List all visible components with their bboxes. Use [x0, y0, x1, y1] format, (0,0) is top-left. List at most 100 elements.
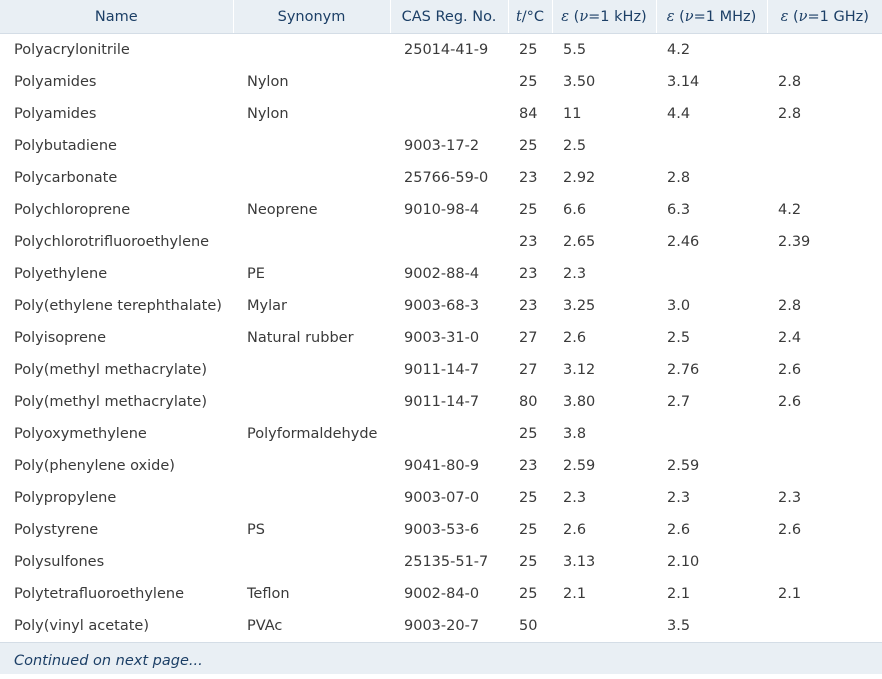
cell-epsilon-1khz: 3.50: [563, 74, 596, 90]
cell-name: Polystyrene: [14, 522, 99, 538]
header-name: Name: [0, 0, 234, 34]
cell-synonym: [233, 386, 390, 418]
cell-name: Poly(vinyl acetate): [0, 610, 233, 643]
cell-name: Poly(methyl methacrylate): [14, 394, 208, 410]
table-row: Polystyrene PS 9003-53-6 25 2.6 2.6 2.6: [0, 514, 882, 546]
cell-synonym: [233, 34, 390, 67]
cell-epsilon-1ghz: [767, 130, 882, 162]
cell-epsilon-1mhz: [656, 258, 767, 290]
cell-temperature: 23: [519, 298, 538, 314]
cell-epsilon-1khz: 11: [563, 106, 582, 122]
cell-epsilon-1ghz: 2.8: [778, 74, 802, 90]
cell-epsilon-1mhz: 4.4: [667, 106, 691, 122]
cell-cas: 9002-84-0: [404, 586, 480, 602]
table-body: Polyacrylonitrile 25014-41-9 25 5.5 4.2 Polya…: [0, 34, 882, 643]
cell-cas: 9003-20-7: [390, 610, 508, 643]
table-row: Polysulfones 25135-51-7 25 3.13 2.10: [0, 546, 882, 578]
cell-temperature: 25: [519, 586, 538, 602]
cell-synonym: [233, 130, 390, 162]
table-row: Poly(methyl methacrylate) 9011-14-7 27 3.12…: [0, 354, 882, 386]
cell-epsilon-1mhz: 2.46: [667, 234, 700, 250]
cell-synonym: Mylar: [247, 298, 287, 314]
cell-synonym: [233, 482, 390, 514]
table-row: Polychlorotrifluoroethylene 23 2.65 2.46 2.3…: [0, 226, 882, 258]
cell-epsilon-1ghz: [767, 34, 882, 67]
cell-epsilon-1khz: 3.12: [563, 362, 596, 378]
table-row: Polyamides Nylon 84 11 4.4 2.8: [0, 98, 882, 130]
header-row: Name Synonym CAS Reg. No. t/°C ε (ν=1 kH…: [0, 0, 882, 34]
cell-epsilon-1mhz: 2.6: [667, 522, 691, 538]
cell-epsilon-1mhz: 2.76: [667, 362, 700, 378]
table-row: Polycarbonate 25766-59-0 23 2.92 2.8: [0, 162, 882, 194]
header-epsilon-1khz: ε (ν=1 kHz): [552, 0, 657, 34]
cell-cas: [390, 418, 508, 450]
cell-epsilon-1mhz: [656, 130, 767, 162]
table-row: Poly(phenylene oxide) 9041-80-9 23 2.59 2.59: [0, 450, 882, 482]
cell-name: Poly(methyl methacrylate): [14, 362, 208, 378]
cell-name: Poly(ethylene terephthalate): [14, 298, 222, 314]
cell-temperature: 25: [519, 426, 538, 442]
cell-epsilon-1khz: 2.3: [563, 266, 587, 282]
cell-epsilon-1mhz: 2.3: [667, 490, 691, 506]
cell-name: Poly(phenylene oxide): [14, 458, 175, 474]
table-row: Polytetrafluoroethylene Teflon 9002-84-0 25…: [0, 578, 882, 610]
cell-epsilon-1ghz: 2.8: [778, 298, 802, 314]
cell-temperature: 25: [519, 554, 538, 570]
cell-epsilon-1mhz: 3.5: [656, 610, 767, 643]
cell-epsilon-1khz: 3.13: [563, 554, 596, 570]
cell-synonym: PS: [247, 522, 265, 538]
cell-cas: 9041-80-9: [404, 458, 480, 474]
cell-epsilon-1mhz: 2.10: [667, 554, 700, 570]
table-row: Polypropylene 9003-07-0 25 2.3 2.3 2.3: [0, 482, 882, 514]
cell-epsilon-1khz: 2.5: [563, 138, 587, 154]
cell-name: Polyoxymethylene: [14, 426, 147, 442]
cell-temperature: 50: [508, 610, 552, 643]
cell-name: Polyacrylonitrile: [14, 42, 130, 58]
polymer-dielectric-table: Name Synonym CAS Reg. No. t/°C ε (ν=1 kH…: [0, 0, 882, 643]
cell-temperature: 23: [519, 266, 538, 282]
header-cas: CAS Reg. No.: [390, 0, 509, 34]
table-row: Poly(vinyl acetate) PVAc 9003-20-7 50 3.5: [0, 610, 882, 643]
cell-cas: 25766-59-0: [404, 170, 489, 186]
cell-epsilon-1khz: 2.59: [563, 458, 596, 474]
cell-synonym: Polyformaldehyde: [247, 426, 378, 442]
cell-temperature: 25: [519, 74, 538, 90]
cell-synonym: [233, 450, 390, 482]
header-epsilon-1ghz: ε (ν=1 GHz): [767, 0, 882, 34]
cell-epsilon-1ghz: 2.6: [778, 394, 802, 410]
cell-temperature: 23: [519, 234, 538, 250]
cell-synonym: PE: [247, 266, 265, 282]
cell-name: Polytetrafluoroethylene: [14, 586, 184, 602]
cell-temperature: 25: [519, 42, 538, 58]
cell-epsilon-1khz: 5.5: [563, 42, 587, 58]
cell-temperature: 23: [519, 458, 538, 474]
cell-epsilon-1ghz: 2.4: [778, 330, 802, 346]
cell-temperature: 80: [519, 394, 538, 410]
cell-epsilon-1khz: 6.6: [563, 202, 587, 218]
cell-epsilon-1mhz: 2.5: [667, 330, 691, 346]
cell-synonym: [233, 546, 390, 578]
cell-epsilon-1khz: 2.6: [563, 330, 587, 346]
cell-epsilon-1mhz: 2.8: [667, 170, 691, 186]
cell-epsilon-1ghz: [767, 162, 882, 194]
cell-synonym: Teflon: [247, 586, 290, 602]
cell-cas: 9010-98-4: [404, 202, 480, 218]
table-row: Polyoxymethylene Polyformaldehyde 25 3.8: [0, 418, 882, 450]
cell-cas: [390, 98, 508, 130]
cell-name: Polyisoprene: [14, 330, 107, 346]
header-synonym: Synonym: [233, 0, 391, 34]
cell-epsilon-1khz: 2.3: [563, 490, 587, 506]
table-row: Polyethylene PE 9002-88-4 23 2.3: [0, 258, 882, 290]
cell-epsilon-1mhz: 3.14: [667, 74, 700, 90]
cell-temperature: 25: [519, 202, 538, 218]
cell-temperature: 27: [519, 330, 538, 346]
cell-temperature: 25: [519, 138, 538, 154]
header-epsilon-1mhz: ε (ν=1 MHz): [656, 0, 768, 34]
cell-name: Polybutadiene: [14, 138, 117, 154]
cell-epsilon-1khz: 3.25: [563, 298, 596, 314]
cell-epsilon-1mhz: 2.59: [667, 458, 700, 474]
cell-epsilon-1ghz: 2.6: [778, 362, 802, 378]
cell-epsilon-1khz: 2.1: [563, 586, 587, 602]
cell-cas: 9003-68-3: [404, 298, 480, 314]
cell-cas: [390, 66, 508, 98]
